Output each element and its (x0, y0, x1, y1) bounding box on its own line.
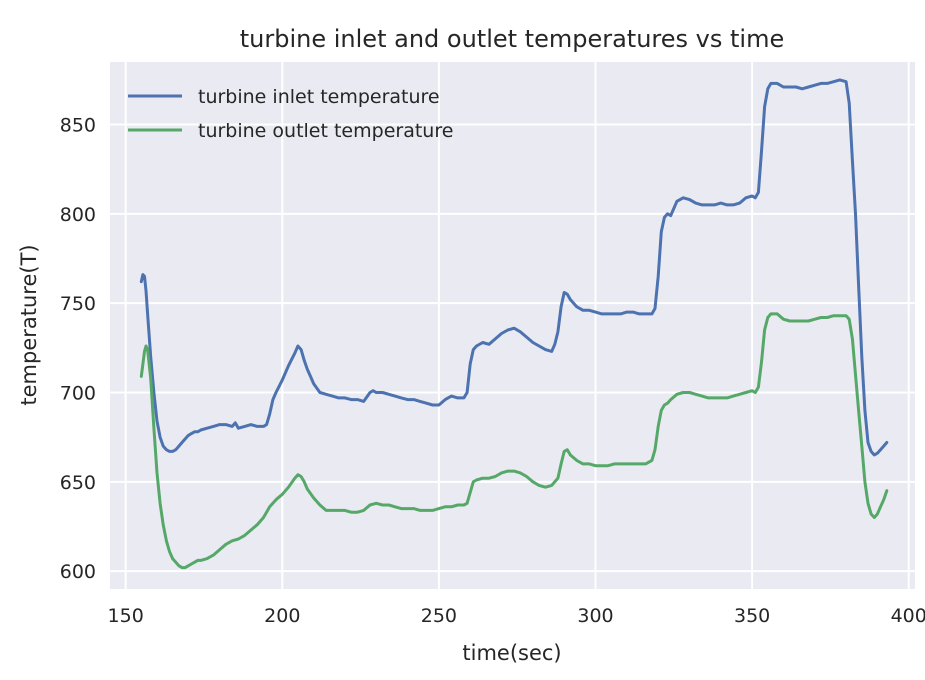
x-tick-label: 250 (421, 605, 457, 627)
x-tick-label: 200 (264, 605, 300, 627)
y-tick-label: 750 (60, 293, 96, 315)
x-tick-label: 150 (108, 605, 144, 627)
y-tick-label: 650 (60, 472, 96, 494)
x-tick-label: 350 (734, 605, 770, 627)
x-axis-label: time(sec) (462, 641, 561, 665)
y-tick-label: 600 (60, 561, 96, 583)
x-tick-labels: 150 200 250 300 350 400 (108, 605, 925, 627)
series-line-0 (139, 78, 889, 457)
y-tick-label: 800 (60, 204, 96, 226)
x-tick-label: 300 (577, 605, 613, 627)
legend-label-1: turbine outlet temperature (198, 120, 453, 142)
legend: turbine inlet temperature turbine outlet … (128, 86, 453, 142)
y-tick-label: 700 (60, 382, 96, 404)
y-axis-label: temperature(T) (17, 244, 41, 405)
legend-label-0: turbine inlet temperature (198, 86, 440, 108)
chart-title: turbine inlet and outlet temperatures vs… (240, 25, 784, 53)
x-tick-label: 400 (891, 605, 925, 627)
y-tick-labels: 600 650 700 750 800 850 (60, 115, 96, 584)
gridlines (110, 62, 915, 589)
series-lines (139, 78, 889, 570)
series-line-1 (139, 312, 889, 570)
y-tick-label: 850 (60, 115, 96, 137)
plot-area (110, 62, 915, 589)
